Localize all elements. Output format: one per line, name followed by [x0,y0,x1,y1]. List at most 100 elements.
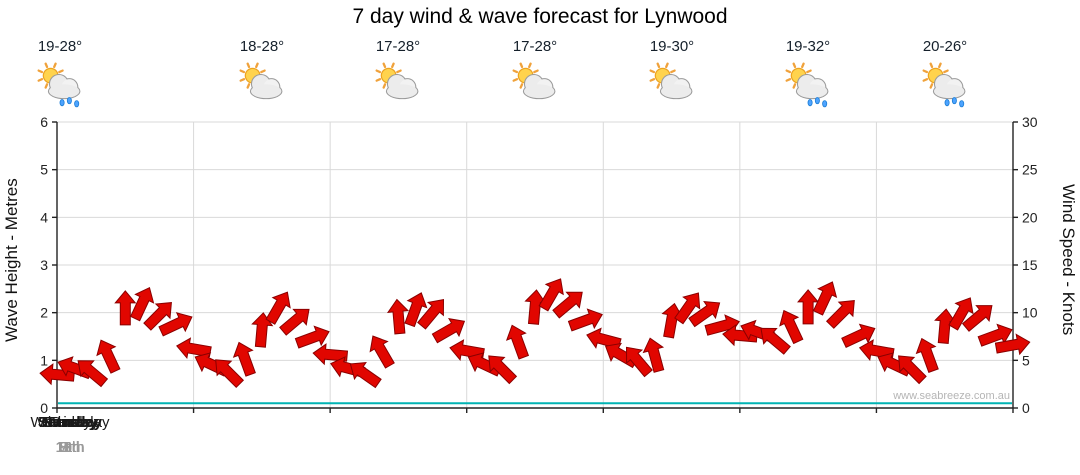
raindrop-icon [74,100,80,108]
wind-arrow [524,289,547,325]
sun-ray [375,69,382,74]
weather-icon [338,60,458,112]
day-name: Wednesday [30,414,110,431]
wind-arrow [642,337,665,373]
sun-ray [519,83,524,89]
sun-ray [382,83,387,89]
wind-arrow [977,323,1013,347]
sun-ray [528,62,532,69]
day-header: 19-28° [0,38,120,112]
wind-arrow [488,355,518,385]
day-footer: Wednesday 7th [0,414,140,456]
weather-icon-svg [37,62,81,108]
watermark: www.seabreeze.com.au [893,390,1010,402]
day-header: 18-28° [202,38,322,112]
day-footer: Friday 9th [0,414,140,456]
sun-ray [239,78,246,82]
cloud-icon [523,75,555,99]
weather-icon [612,60,732,112]
svg-text:6: 6 [40,114,48,130]
tick-labels: 0 1 2 3 4 5 6 0 5 10 15 20 25 30 [40,114,1038,416]
wind-arrow [841,323,876,348]
right-axis-title: Wind Speed - Knots [1059,184,1078,336]
sun-ray [382,62,387,69]
wind-arrow [312,343,349,366]
day-header: 20-26° [885,38,1005,112]
day-name: Thursday [38,414,102,431]
wind-arrow [431,318,466,344]
temperature-range: 19-28° [37,38,83,55]
svg-text:10: 10 [1022,305,1038,321]
day-header: 19-32° [748,38,868,112]
wind-arrow [552,291,583,319]
wind-arrow [417,299,445,330]
wind-arrow [129,286,155,322]
day-footer: Monday 12th [0,414,140,456]
wind-arrow [797,289,820,325]
wind-arrow [898,355,927,385]
day-footer: Saturday 10th [0,414,140,456]
wind-arrow [294,325,330,349]
sun-ray [665,62,669,69]
temperature-range: 17-28° [512,38,558,55]
temperature-range: 17-28° [375,38,421,55]
raindrop-icon [66,97,72,105]
svg-text:25: 25 [1022,162,1038,178]
sun-ray [58,69,64,74]
weather-icon-svg [239,62,283,100]
wind-arrow [760,327,791,355]
cloud-icon [933,75,965,99]
day-date: 7th [59,439,81,456]
sun-ray [929,83,934,89]
wind-arrow [505,324,530,360]
day-date: 13th [55,439,85,456]
weather-icon-svg [375,62,419,100]
wind-arrows [39,278,1031,389]
wind-arrow [96,339,121,374]
sun-ray [246,83,251,89]
weather-icon-svg [785,62,829,108]
svg-text:5: 5 [40,162,48,178]
sun-ray [801,62,805,69]
weather-icon [202,60,322,112]
weather-icon-svg [512,62,556,100]
sun-ray [785,78,792,82]
raindrop-icon [822,100,828,108]
sun-ray [255,62,259,69]
cloud-icon [250,75,282,99]
wind-arrow [232,341,256,377]
cloud-icon [48,75,80,99]
sun-ray [938,62,942,69]
day-date: 12th [55,439,85,456]
sun-ray [656,62,661,69]
sun-ray [806,69,812,74]
wind-arrow [915,337,939,373]
cloud-icon [386,75,418,99]
raindrop-icon [951,97,957,105]
weather-icon-svg [922,62,966,108]
wind-arrow [625,346,653,378]
wind-arrow [279,308,310,336]
day-name: Tuesday [41,414,99,431]
sun-ray [922,69,929,74]
sun-ray [512,69,519,74]
wind-arrow [404,292,428,328]
chart-title: 7 day wind & wave forecast for Lynwood [352,5,728,28]
day-footer: Thursday 8th [0,414,140,456]
wind-arrow [349,362,382,389]
day-header: 19-30° [612,38,732,112]
day-header: 17-28° [338,38,458,112]
raindrop-icon [814,97,820,105]
weather-icon [475,60,595,112]
weather-icon [0,60,120,112]
sun-ray [512,78,519,82]
cloud-icon [796,75,828,99]
sun-ray [649,78,656,82]
weather-icon [885,60,1005,112]
sun-ray [792,83,797,89]
weather-icon [748,60,868,112]
sun-ray [44,83,49,89]
svg-text:15: 15 [1022,257,1038,273]
wind-arrow [538,278,564,312]
